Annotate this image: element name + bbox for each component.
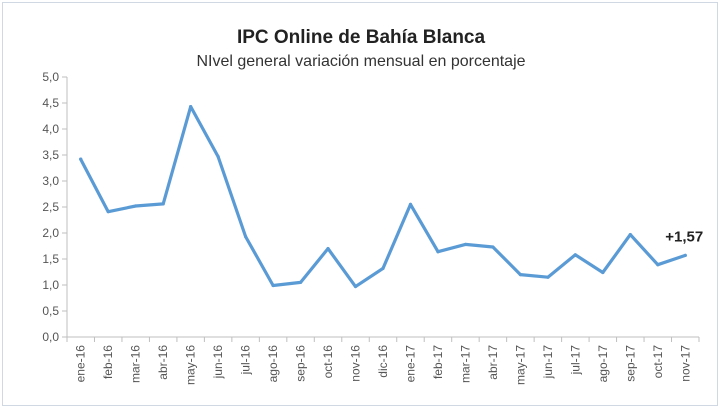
data-point [436, 250, 440, 254]
chart-title: IPC Online de Bahía Blanca [236, 27, 486, 48]
x-tick-label: mar-16 [129, 345, 143, 383]
data-point [271, 283, 275, 288]
series-line [79, 104, 687, 289]
x-tick-label: nov-16 [349, 345, 363, 382]
y-tick-label: 4,0 [42, 122, 59, 136]
y-tick-label: 0,5 [42, 304, 59, 318]
data-point [463, 242, 468, 247]
data-point [656, 263, 660, 267]
x-tick-label: may-16 [184, 345, 198, 385]
data-point [491, 245, 495, 249]
x-tick-label: nov-17 [678, 345, 692, 382]
x-tick-label: sep-16 [294, 345, 308, 382]
data-point [601, 270, 605, 275]
y-tick-label: 3,5 [42, 148, 59, 162]
x-tick-label: jul-16 [239, 345, 253, 376]
data-point [573, 253, 577, 257]
x-tick-label: mar-17 [458, 345, 472, 383]
y-tick-label: 1,5 [42, 252, 59, 266]
data-point [408, 202, 413, 206]
x-tick-label: dic-16 [376, 345, 390, 378]
data-point [683, 253, 687, 257]
x-tick-label: may-17 [513, 345, 527, 385]
y-tick-label: 4,5 [42, 96, 59, 110]
x-tick-label: ene-16 [74, 345, 88, 383]
y-tick-label: 2,5 [42, 200, 59, 214]
data-point [546, 275, 550, 279]
data-point [381, 266, 385, 270]
y-tick-label: 1,0 [42, 278, 59, 292]
y-tick-label: 3,0 [42, 174, 59, 188]
line-chart: 0,0 0,5 1,0 1,5 2,0 2,5 3,0 3,5 4,0 4,5 5,0 ene-16 f… [42, 70, 703, 385]
x-tick-label: abr-16 [156, 345, 170, 380]
data-point [244, 235, 248, 239]
x-tick-label: feb-17 [431, 345, 445, 379]
data-point [216, 154, 220, 159]
x-tick-label: ene-17 [403, 345, 417, 383]
data-point [106, 210, 110, 214]
y-tick-label: 0,0 [42, 330, 59, 344]
chart-frame: IPC Online de Bahía Blanca NIvel general… [2, 2, 718, 406]
x-tick-label: ago-16 [266, 345, 280, 383]
data-point [189, 105, 193, 109]
x-tick-label: ago-17 [596, 345, 610, 383]
data-point [79, 157, 83, 161]
data-point [326, 247, 330, 251]
x-tick-label: feb-16 [101, 345, 115, 379]
y-tick-label: 2,0 [42, 226, 59, 240]
data-point [298, 280, 303, 284]
x-tick-label: oct-16 [321, 345, 335, 379]
data-point [161, 202, 165, 206]
data-point [134, 204, 138, 208]
y-tick-label: 5,0 [42, 70, 59, 84]
x-tick-label: jul-17 [568, 345, 582, 376]
x-tick-label: oct-17 [651, 345, 665, 379]
x-tick-label: sep-17 [623, 345, 637, 382]
x-tick-label: jun-16 [211, 345, 225, 380]
data-point [353, 284, 358, 289]
x-tick-label: jun-17 [541, 345, 555, 380]
data-point [518, 273, 522, 277]
x-tick-label: abr-17 [486, 345, 500, 380]
chart-subtitle: NIvel general variación mensual en porce… [196, 53, 526, 70]
last-value-annotation: +1,57 [665, 228, 703, 245]
data-point [628, 232, 632, 237]
